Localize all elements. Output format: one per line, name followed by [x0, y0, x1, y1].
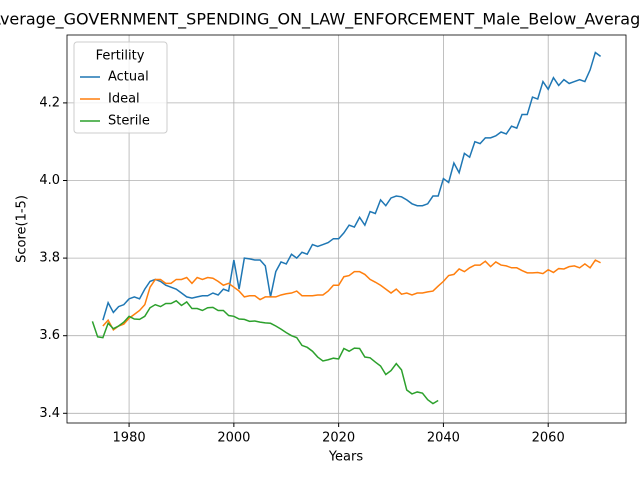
- x-tick-label: 2060: [532, 431, 565, 446]
- x-tick-label: 2020: [322, 431, 355, 446]
- y-tick-label: 3.4: [39, 406, 60, 421]
- y-tick-label: 3.6: [39, 328, 60, 343]
- y-tick-label: 4.2: [39, 95, 60, 110]
- series-line: [102, 51, 602, 321]
- y-tick-label: 4.0: [39, 173, 60, 188]
- x-tick-label: 1980: [113, 431, 146, 446]
- x-tick-label: 2000: [217, 431, 250, 446]
- chart-title: Average_GOVERNMENT_SPENDING_ON_LAW_ENFOR…: [0, 10, 640, 30]
- legend-box: [73, 41, 168, 134]
- series-line: [91, 299, 439, 405]
- plot-frame: [66, 34, 627, 424]
- legend-label: Actual: [108, 70, 149, 85]
- series-line: [102, 259, 601, 331]
- legend-label: Ideal: [108, 92, 140, 107]
- legend-title: Fertility: [96, 49, 145, 64]
- y-tick-label: 3.8: [39, 251, 60, 266]
- x-axis-label: Years: [328, 450, 364, 465]
- x-tick-label: 2040: [427, 431, 460, 446]
- y-axis-label: Score(1-5): [15, 195, 30, 263]
- legend-label: Sterile: [108, 114, 150, 129]
